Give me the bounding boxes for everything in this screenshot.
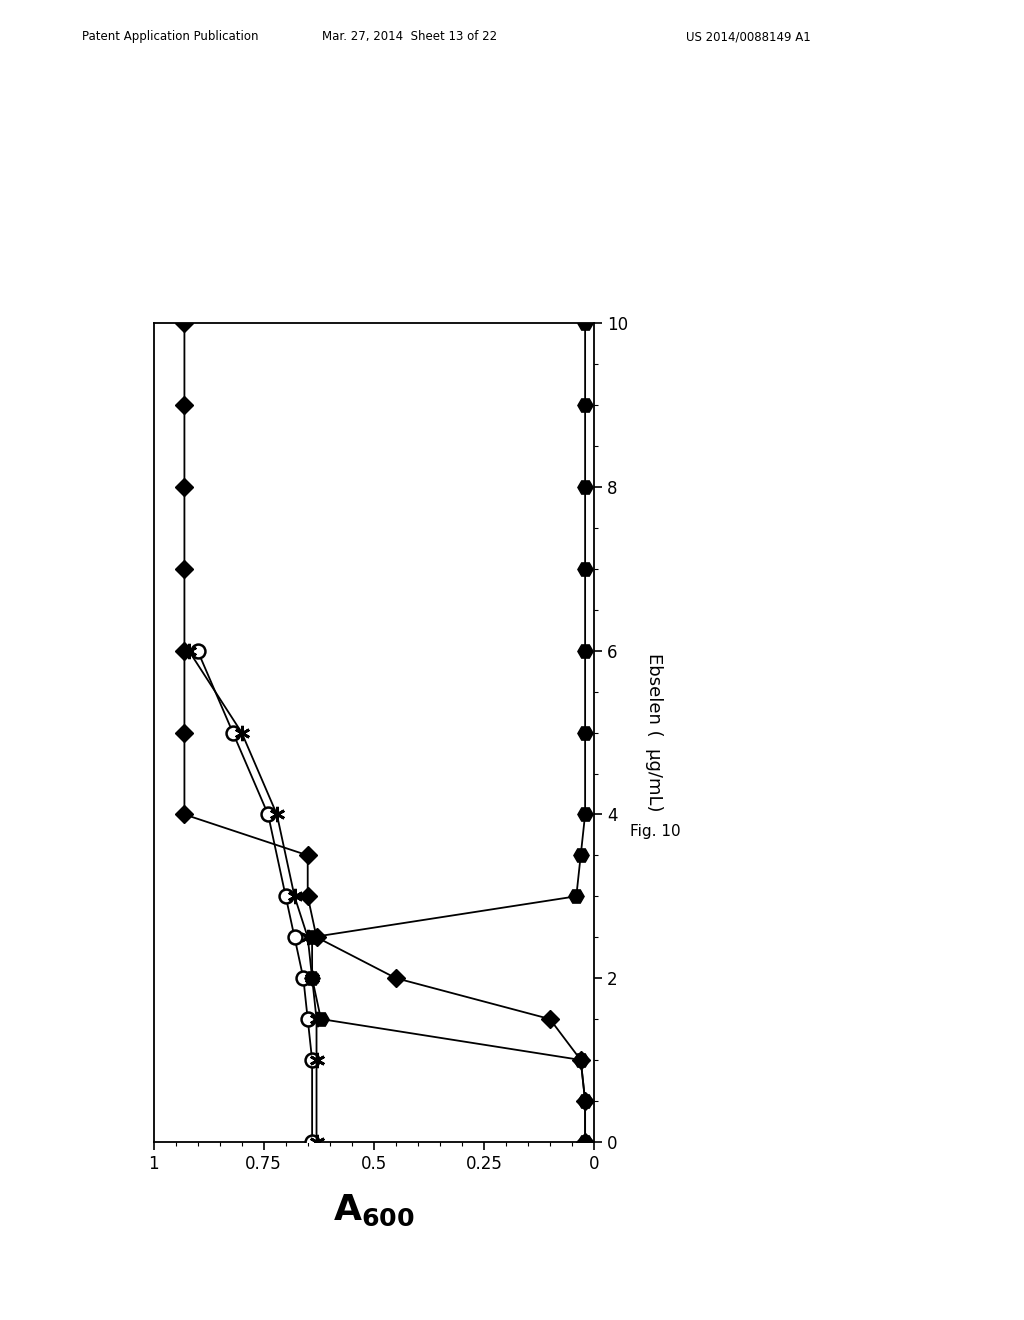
- Text: Mar. 27, 2014  Sheet 13 of 22: Mar. 27, 2014 Sheet 13 of 22: [322, 30, 498, 44]
- X-axis label: $\mathbf{A_{600}}$: $\mathbf{A_{600}}$: [333, 1192, 415, 1228]
- Text: US 2014/0088149 A1: US 2014/0088149 A1: [686, 30, 811, 44]
- Text: Patent Application Publication: Patent Application Publication: [82, 30, 258, 44]
- Text: Fig. 10: Fig. 10: [630, 824, 680, 840]
- Y-axis label: Ebselen (  μg/mL): Ebselen ( μg/mL): [645, 653, 663, 812]
